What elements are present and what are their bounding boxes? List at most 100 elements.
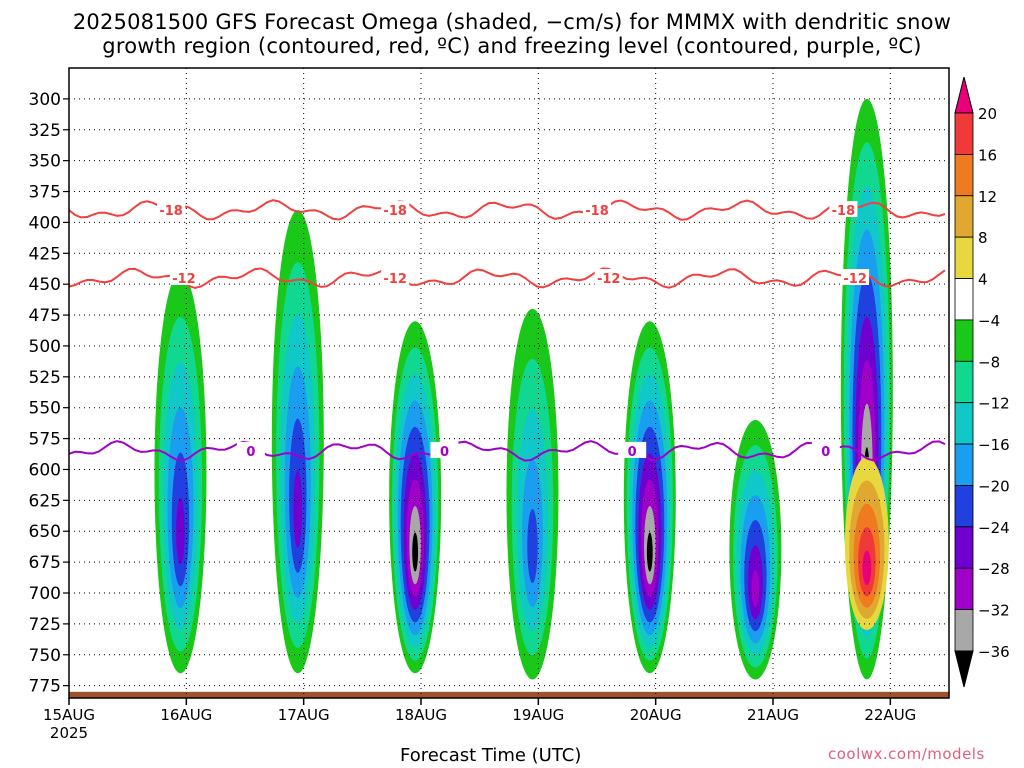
contour-label-bg-0-1 <box>430 441 459 458</box>
colorbar-label-8: −16 <box>978 436 1010 454</box>
x-tick-label-22AUG: 22AUG <box>864 706 916 724</box>
y-tick-label-600: 600 <box>29 460 61 480</box>
y-tick-label-750: 750 <box>29 646 61 666</box>
colorbar-swatch-3 <box>954 195 974 238</box>
contour-label-0-0: 0 <box>246 445 255 460</box>
y-tick-label-625: 625 <box>29 491 61 511</box>
y-axis: 300 325 350 375 400 425 450 475 500 525 550 575 600 6… <box>29 90 69 697</box>
contour-label--18-3: -18 <box>832 204 856 219</box>
colorbar-label-4: 4 <box>978 271 988 289</box>
colorbar-swatch-7 <box>954 360 974 404</box>
chart-title-line-1: 2025081500 GFS Forecast Omega (shaded, −… <box>72 10 952 34</box>
terrain-strip <box>69 691 949 698</box>
contour-label-0-2: 0 <box>628 445 637 460</box>
contour-label-0-1: 0 <box>440 445 449 460</box>
colorbar-label-6: −8 <box>978 353 1000 371</box>
y-tick-label-325: 325 <box>29 121 61 141</box>
y-tick-label-575: 575 <box>29 430 61 450</box>
x-tick-label-21AUG: 21AUG <box>747 706 799 724</box>
y-tick-label-350: 350 <box>29 152 61 172</box>
x-tick-label-15AUG: 15AUG <box>43 706 95 724</box>
colorbar-swatch-10 <box>954 485 974 528</box>
colorbar-label-3: 8 <box>978 229 988 247</box>
x-tick-label-20AUG: 20AUG <box>630 706 682 724</box>
colorbar-swatch-8 <box>954 402 974 445</box>
colorbar-bottom-arrow <box>954 650 974 688</box>
x-tick-label-16AUG: 16AUG <box>160 706 212 724</box>
credit-text: coolwx.com/models <box>828 745 985 763</box>
colorbar: 20 16 12 8 4 −4 −8 −12 −16 −20 −24 −28 −32 −36 <box>954 76 1010 688</box>
contour-label-bg--12-1 <box>381 269 410 285</box>
contour-label--12-2: -12 <box>597 272 621 287</box>
contour-label-bg-0-3 <box>811 441 840 458</box>
y-tick-label-450: 450 <box>29 275 61 295</box>
colorbar-swatch-11 <box>954 526 974 569</box>
colorbar-label-9: −20 <box>978 477 1010 495</box>
contour-label-0-3: 0 <box>821 445 830 460</box>
y-tick-label-550: 550 <box>29 399 61 419</box>
y-tick-label-475: 475 <box>29 306 61 326</box>
y-tick-label-650: 650 <box>29 522 61 542</box>
contour-label-bg--12-0 <box>169 269 198 285</box>
contour-label--18-2: -18 <box>585 204 609 219</box>
colorbar-swatch-2 <box>954 153 974 197</box>
contour-label-bg--18-0 <box>157 201 186 218</box>
omega-feature-4-band-8 <box>646 532 653 572</box>
contour-label-bg-0-0 <box>236 441 265 458</box>
colorbar-top-arrow <box>954 76 974 114</box>
plot-frame <box>68 67 950 699</box>
colorbar-label-7: −12 <box>978 395 1010 413</box>
x-axis-title: Forecast Time (UTC) <box>400 745 582 766</box>
colorbar-label-13: −36 <box>978 643 1010 661</box>
x-axis: 15AUG 16AUG 17AUG 18AUG 19AUG 20AUG 21AUG 22AUG… <box>43 698 916 742</box>
x-tick-label-17AUG: 17AUG <box>278 706 330 724</box>
y-tick-label-400: 400 <box>29 213 61 233</box>
colorbar-swatch-13 <box>954 609 974 652</box>
contour-label-bg-0-2 <box>618 441 647 458</box>
colorbar-swatch-5 <box>954 278 974 321</box>
contour-label-bg--12-2 <box>594 269 623 285</box>
colorbar-label-2: 12 <box>978 188 997 206</box>
omega-feature-0-band-5 <box>176 497 185 565</box>
omega-feature-7-band-4 <box>862 550 872 586</box>
y-tick-label-675: 675 <box>29 553 61 573</box>
colorbar-swatch-12 <box>954 567 974 611</box>
omega-feature-5-band-6 <box>751 570 760 608</box>
contour-label--18-0: -18 <box>159 204 183 219</box>
contour-label-bg--18-3 <box>829 201 858 218</box>
x-tick-label-18AUG: 18AUG <box>395 706 447 724</box>
colorbar-label-11: −28 <box>978 560 1010 578</box>
colorbar-label-12: −32 <box>978 602 1010 620</box>
chart-title-line-2: growth region (contoured, red, ºC) and f… <box>102 34 922 58</box>
temperature-contours: -18 -18 -18 -18 -12 -12 -12 -12 0 0 0 0 <box>69 199 946 462</box>
y-tick-label-525: 525 <box>29 368 61 388</box>
contour-label-bg--18-2 <box>583 201 611 218</box>
colorbar-swatch-9 <box>954 443 974 486</box>
omega-feature-1-band-5 <box>293 470 303 548</box>
contour-label-bg--12-3 <box>841 269 870 285</box>
y-tick-label-425: 425 <box>29 244 61 264</box>
colorbar-label-1: 16 <box>978 146 997 164</box>
contour-label--12-0: -12 <box>172 272 196 287</box>
contour-label-bg--18-1 <box>381 201 410 218</box>
contour-line-0 <box>69 440 946 462</box>
colorbar-label-0: 20 <box>978 105 997 123</box>
y-tick-label-500: 500 <box>29 337 61 357</box>
y-tick-label-300: 300 <box>29 90 61 110</box>
colorbar-label-10: −24 <box>978 519 1010 537</box>
y-tick-label-725: 725 <box>29 615 61 635</box>
colorbar-swatch-4 <box>954 236 974 279</box>
contour-label--12-1: -12 <box>383 272 407 287</box>
contour-label--18-1: -18 <box>383 204 407 219</box>
contour-line--12 <box>69 267 946 289</box>
omega-feature-2-band-8 <box>412 532 419 572</box>
x-tick-year: 2025 <box>50 724 88 742</box>
omega-feature-3-band-4 <box>527 509 538 584</box>
terrain-band <box>69 691 949 698</box>
colorbar-label-5: −4 <box>978 312 1000 330</box>
y-tick-label-775: 775 <box>29 677 61 697</box>
contour-label--12-3: -12 <box>843 272 867 287</box>
omega-shading <box>154 98 893 680</box>
contour-line--18 <box>69 199 946 221</box>
